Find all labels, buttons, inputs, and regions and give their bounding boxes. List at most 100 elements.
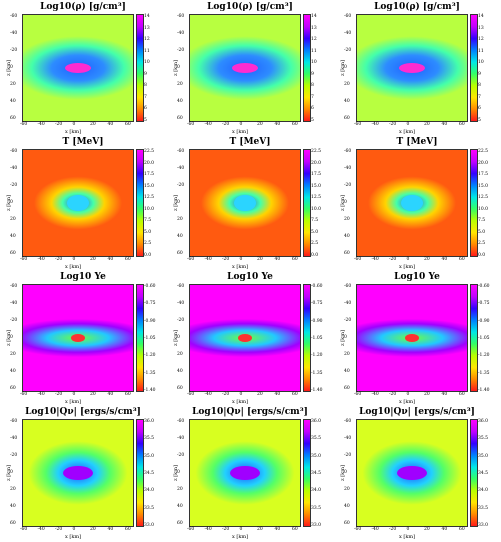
x-tick-label: 60: [125, 122, 131, 127]
y-tick-label: 20: [344, 487, 350, 492]
colorbar-tick-label: 15.0: [478, 183, 489, 189]
y-tick-label: -20: [10, 183, 18, 188]
field-map: [189, 14, 301, 122]
colorbar-tick-label: -1.05: [311, 336, 323, 341]
colorbar-tick-label: -0.90: [311, 318, 323, 324]
colorbar-tick-label: 8: [144, 83, 147, 89]
y-tick-label: -60: [10, 284, 18, 289]
x-axis-label: x [km]: [65, 129, 82, 135]
colorbar-tick-label: 0.0: [144, 253, 152, 258]
y-tick-label: -60: [10, 14, 18, 19]
panel-title: T [MeV]: [396, 137, 438, 147]
x-tick-label: -60: [20, 122, 28, 127]
colorbar-tick-label: 9: [144, 71, 147, 77]
colorbar-tick-label: 5: [311, 118, 314, 123]
field-map: [189, 284, 301, 392]
colorbar-tick-label: 13: [144, 25, 150, 31]
colorbar-tick-label: 22.5: [478, 149, 489, 154]
colorbar-tick-label: 0.0: [311, 253, 319, 258]
figure-panel: T [MeV] z [km] x [km] -60 -40 -20 0 20 40 60 -60 -4…: [0, 135, 167, 270]
colorbar-tick-label: 11: [311, 48, 317, 54]
x-tick-label: -60: [354, 122, 362, 127]
x-axis-label: x [km]: [232, 399, 249, 405]
colorbar: [136, 14, 144, 122]
colorbar-tick-label: 10.0: [311, 206, 322, 212]
central-core: [71, 334, 85, 342]
x-tick-label: 20: [90, 257, 96, 262]
x-axis-label: x [km]: [232, 264, 249, 270]
x-tick-label: 40: [274, 527, 281, 532]
x-tick-label: 20: [424, 122, 430, 127]
x-tick-label: 40: [274, 392, 281, 397]
x-axis-label: x [km]: [399, 129, 416, 135]
y-tick-label: -60: [344, 149, 352, 154]
colorbar-tick-label: 33.5: [311, 505, 322, 511]
x-tick-label: 60: [459, 392, 465, 397]
x-tick-label: -60: [187, 257, 195, 262]
x-tick-label: -20: [55, 392, 63, 397]
x-tick-label: 20: [90, 122, 96, 127]
colorbar-tick-label: 9: [311, 71, 314, 77]
colorbar-tick-label: 7: [478, 94, 481, 100]
x-tick-label: -40: [371, 527, 379, 532]
x-tick-label: 20: [257, 257, 263, 262]
x-tick-label: -60: [20, 392, 28, 397]
colorbar: [470, 419, 478, 527]
central-core: [397, 466, 427, 480]
y-tick-label: -20: [344, 318, 352, 323]
central-core: [234, 195, 256, 211]
y-tick-label: -40: [177, 166, 185, 171]
colorbar-tick-label: 34.0: [478, 488, 489, 494]
y-tick-label: 40: [10, 369, 16, 374]
colorbar-tick-label: 7: [144, 94, 147, 100]
x-tick-label: 0: [239, 257, 243, 262]
x-tick-label: 60: [125, 257, 131, 262]
colorbar-tick-label: 36.0: [478, 419, 489, 424]
colorbar-tick-label: -1.20: [311, 353, 323, 359]
x-tick-label: 40: [107, 122, 114, 127]
field-map: [356, 149, 468, 257]
x-tick-label: -20: [222, 392, 230, 397]
x-tick-label: -60: [354, 392, 362, 397]
colorbar-tick-label: 7.5: [311, 218, 319, 224]
colorbar-tick-label: 33.5: [478, 505, 489, 511]
y-tick-label: 0: [177, 200, 180, 205]
x-tick-label: 60: [292, 392, 298, 397]
y-tick-label: -40: [344, 436, 352, 441]
colorbar-tick-label: -1.40: [311, 388, 323, 393]
y-tick-label: 40: [10, 504, 16, 509]
x-tick-label: 0: [239, 122, 243, 127]
field-map: [356, 14, 468, 122]
x-tick-label: -40: [37, 122, 45, 127]
central-core: [401, 195, 423, 211]
colorbar-tick-label: 20.0: [311, 160, 322, 166]
colorbar-tick-label: 10: [311, 60, 317, 66]
x-tick-label: 0: [72, 392, 76, 397]
y-tick-label: -20: [177, 183, 185, 188]
x-tick-label: -20: [389, 392, 397, 397]
colorbar-tick-label: 33.0: [311, 523, 322, 528]
colorbar-tick-label: -1.35: [478, 370, 490, 376]
colorbar-tick-label: 34.5: [478, 471, 489, 476]
y-tick-label: 60: [10, 521, 16, 526]
x-axis-label: x [km]: [65, 399, 82, 405]
colorbar-tick-label: 14: [311, 14, 317, 19]
y-tick-label: 0: [10, 200, 13, 205]
colorbar-tick-label: 5.0: [478, 229, 486, 235]
x-axis-label: x [km]: [65, 264, 82, 270]
x-tick-label: 60: [125, 527, 131, 532]
x-tick-label: -20: [389, 527, 397, 532]
colorbar-tick-label: 10: [144, 60, 150, 66]
y-tick-label: 60: [344, 116, 350, 121]
x-tick-label: 40: [274, 257, 281, 262]
x-tick-label: 20: [424, 527, 430, 532]
x-tick-label: -60: [20, 527, 28, 532]
field-map: [189, 149, 301, 257]
y-tick-label: -60: [344, 284, 352, 289]
colorbar-tick-label: 13: [478, 25, 484, 31]
x-tick-label: -20: [222, 122, 230, 127]
y-tick-label: 60: [177, 116, 183, 121]
colorbar-tick-label: -0.60: [478, 284, 490, 289]
panel-title: Log10|Qν| [ergs/s/cm³]: [192, 407, 308, 417]
figure-panel: Log10|Qν| [ergs/s/cm³] z [km] x [km] -60 -40…: [167, 405, 334, 540]
